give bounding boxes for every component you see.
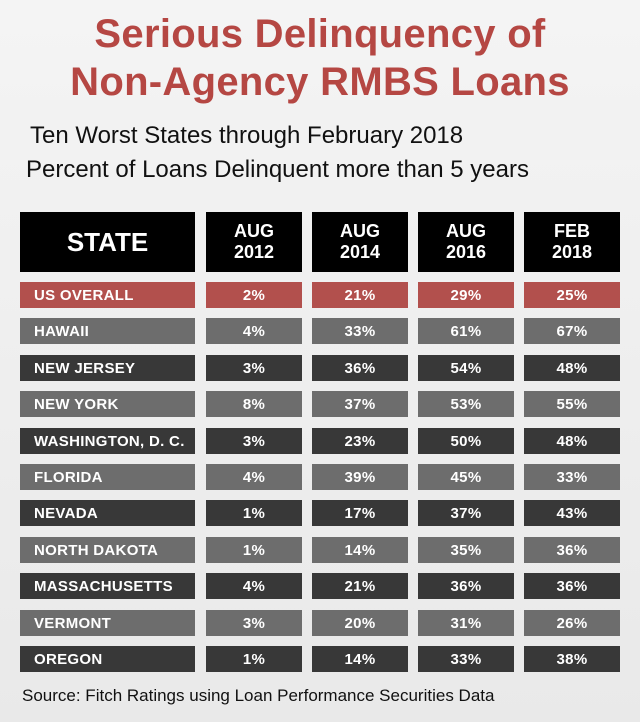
table-cell-value: 36%	[312, 355, 408, 381]
table-cell-value: 4%	[206, 464, 302, 490]
column-header-text: AUG	[340, 221, 380, 241]
table-cell-value: 20%	[312, 610, 408, 636]
table-cell-value: 3%	[206, 610, 302, 636]
table-cell-value: 67%	[524, 318, 620, 344]
table-cell-value: 2%	[206, 282, 302, 308]
column-header-text: 2018	[551, 242, 593, 262]
table-row-state-label: NEW YORK	[20, 391, 195, 417]
table-cell-value: 39%	[312, 464, 408, 490]
table-row-state-label: HAWAII	[20, 318, 195, 344]
table-cell-value: 36%	[418, 573, 514, 599]
column-header-text: AUG	[446, 221, 486, 241]
table-row-state-label: FLORIDA	[20, 464, 195, 490]
table-cell-value: 3%	[206, 355, 302, 381]
table-cell-value: 55%	[524, 391, 620, 417]
column-header-text: 2016	[445, 242, 487, 262]
column-header-state: STATE	[20, 212, 195, 272]
table-cell-value: 21%	[312, 573, 408, 599]
table-cell-value: 37%	[418, 500, 514, 526]
table-cell-value: 4%	[206, 318, 302, 344]
column-header-3: AUG 2016	[418, 212, 514, 272]
table-cell-value: 29%	[418, 282, 514, 308]
table-cell-value: 17%	[312, 500, 408, 526]
table-cell-value: 50%	[418, 428, 514, 454]
column-header-4: FEB 2018	[524, 212, 620, 272]
table-cell-value: 3%	[206, 428, 302, 454]
column-header-1: AUG 2012	[206, 212, 302, 272]
table-cell-value: 21%	[312, 282, 408, 308]
table-cell-value: 37%	[312, 391, 408, 417]
table-cell-value: 14%	[312, 646, 408, 672]
column-header-2: AUG 2014	[312, 212, 408, 272]
table-cell-value: 53%	[418, 391, 514, 417]
table-cell-value: 48%	[524, 355, 620, 381]
table-cell-value: 54%	[418, 355, 514, 381]
table-row-state-label: WASHINGTON, D. C.	[20, 428, 195, 454]
table-cell-value: 1%	[206, 500, 302, 526]
table-cell-value: 36%	[524, 537, 620, 563]
table-cell-value: 33%	[524, 464, 620, 490]
table-cell-value: 33%	[312, 318, 408, 344]
table-cell-value: 35%	[418, 537, 514, 563]
source-note: Source: Fitch Ratings using Loan Perform…	[22, 686, 495, 705]
table-cell-value: 61%	[418, 318, 514, 344]
column-header-text: FEB	[554, 221, 590, 241]
table-cell-value: 33%	[418, 646, 514, 672]
table-row-state-label: MASSACHUSETTS	[20, 573, 195, 599]
table-cell-value: 43%	[524, 500, 620, 526]
table-cell-value: 14%	[312, 537, 408, 563]
table-cell-value: 23%	[312, 428, 408, 454]
table-cell-value: 45%	[418, 464, 514, 490]
chart-subtitle-line-1: Ten Worst States through February 2018	[30, 122, 464, 149]
column-header-text: 2012	[233, 242, 275, 262]
table-cell-value: 31%	[418, 610, 514, 636]
table-row-state-label: NORTH DAKOTA	[20, 537, 195, 563]
table-row-state-label: NEW JERSEY	[20, 355, 195, 381]
table-cell-value: 48%	[524, 428, 620, 454]
table-row-state-label: VERMONT	[20, 610, 195, 636]
table-cell-value: 25%	[524, 282, 620, 308]
column-header-text: 2014	[339, 242, 381, 262]
table-row-state-label: NEVADA	[20, 500, 195, 526]
table-row-state-label: OREGON	[20, 646, 195, 672]
table-cell-value: 26%	[524, 610, 620, 636]
column-header-text: STATE	[66, 226, 149, 257]
table-cell-value: 38%	[524, 646, 620, 672]
table-cell-value: 4%	[206, 573, 302, 599]
table-cell-value: 8%	[206, 391, 302, 417]
table-cell-value: 1%	[206, 537, 302, 563]
chart-title-line-1: Serious Delinquency of	[94, 12, 546, 56]
column-header-text: AUG	[234, 221, 274, 241]
chart-subtitle-line-2: Percent of Loans Delinquent more than 5 …	[26, 156, 529, 183]
chart-title-line-2: Non-Agency RMBS Loans	[70, 60, 570, 104]
table-row-state-label: US OVERALL	[20, 282, 195, 308]
table-cell-value: 36%	[524, 573, 620, 599]
table-cell-value: 1%	[206, 646, 302, 672]
